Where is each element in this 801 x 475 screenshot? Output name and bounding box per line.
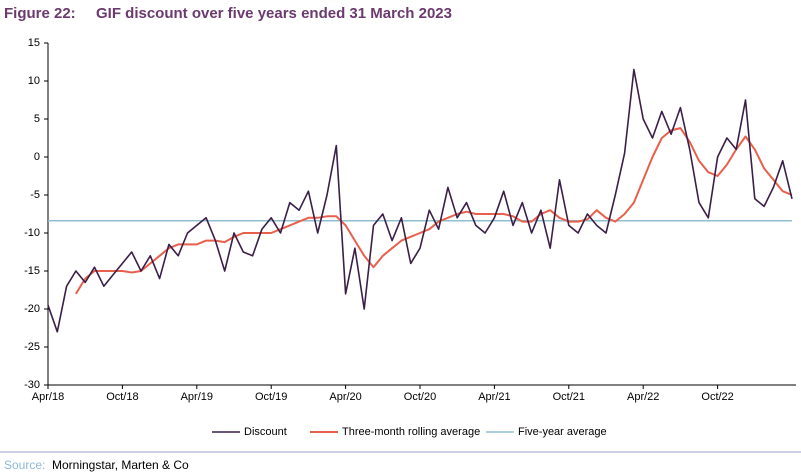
legend-label: Five-year average [518,426,607,438]
y-tick-label: -15 [24,265,40,277]
x-tick-label: Apr/18 [32,391,64,403]
x-tick-label: Oct/19 [255,391,287,403]
x-tick-label: Oct/18 [106,391,138,403]
y-tick-label: -5 [30,189,40,201]
x-tick-label: Apr/19 [181,391,213,403]
y-tick-label: -10 [24,227,40,239]
x-tick-label: Oct/20 [404,391,436,403]
y-tick-label: 5 [34,113,40,125]
x-tick-label: Oct/22 [701,391,733,403]
legend-label: Three-month rolling average [342,426,480,438]
series-line [47,68,793,333]
chart-title: GIF discount over five years ended 31 Ma… [96,5,452,22]
y-tick-label: -25 [24,341,40,353]
y-tick-label: 0 [34,151,40,163]
x-tick-label: Apr/21 [478,391,510,403]
x-tick-label: Apr/22 [627,391,659,403]
source: Morningstar, Marten & Co [52,458,189,472]
x-tick-label: Apr/20 [329,391,361,403]
source-label: Source: [4,458,45,472]
y-tick-label: 10 [28,75,40,87]
figure-label: Figure 22: [4,5,76,22]
y-tick-label: -20 [24,303,40,315]
y-tick-label: -30 [24,379,40,391]
legend-label: Discount [244,426,287,438]
series-line [75,127,793,295]
x-tick-label: Oct/21 [553,391,585,403]
y-tick-label: 15 [28,37,40,49]
